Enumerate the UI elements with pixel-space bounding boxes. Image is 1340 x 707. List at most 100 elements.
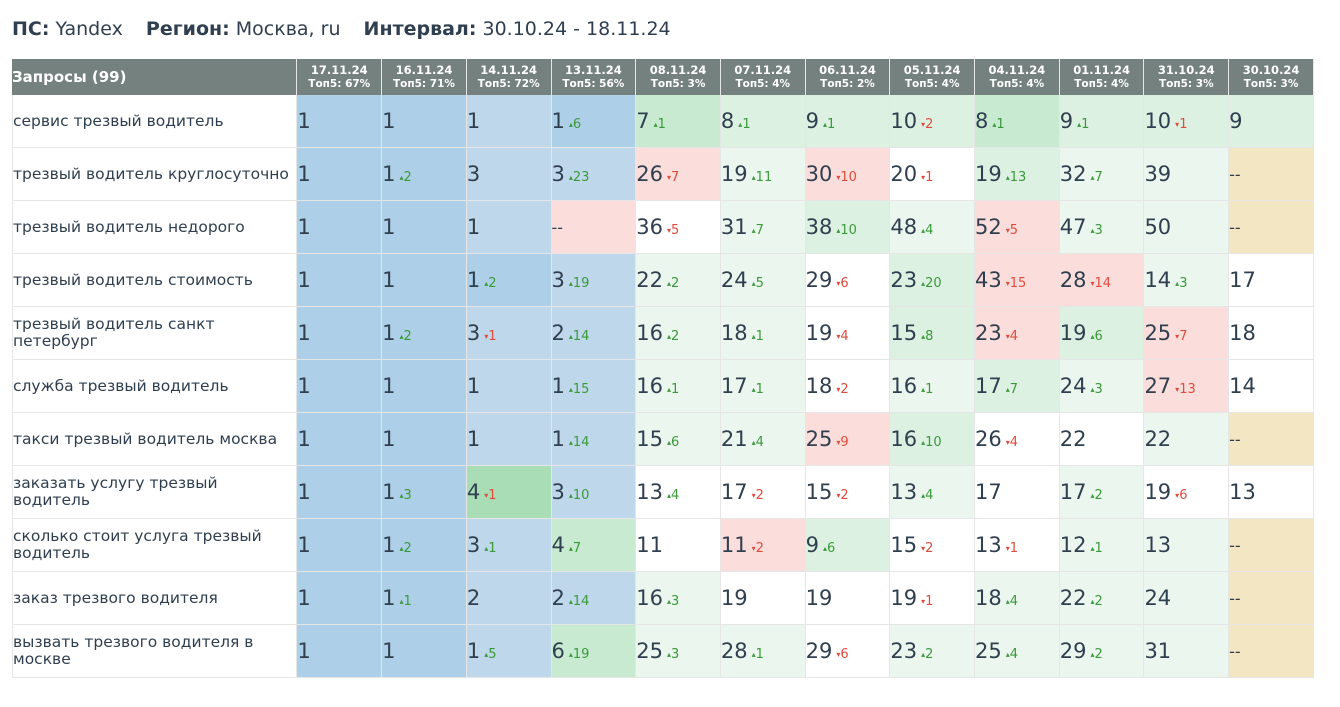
position-value: 1 xyxy=(551,109,565,133)
date-column-header[interactable]: 14.11.24 Топ5: 72% xyxy=(466,59,552,95)
arrow-down-icon: ▾ xyxy=(1175,385,1180,394)
query-cell[interactable]: заказ трезвого водителя xyxy=(12,572,298,625)
position-cell: 1 xyxy=(297,307,383,360)
position-value: 10 xyxy=(1144,109,1172,133)
position-up-delta: ▴1 xyxy=(992,117,1004,132)
delta-value: 1 xyxy=(755,647,764,662)
position-cell: 17 ▾2 xyxy=(720,466,806,519)
delta-value: 4 xyxy=(1009,647,1019,662)
position-cell: 15 ▾2 xyxy=(805,466,891,519)
delta-value: 1 xyxy=(488,488,497,503)
arrow-up-icon: ▴ xyxy=(992,120,997,129)
arrow-up-icon: ▴ xyxy=(1175,279,1180,288)
position-cell: 28 ▴1 xyxy=(720,625,806,678)
query-cell[interactable]: трезвый водитель круглосуточно xyxy=(12,148,298,201)
delta-value: 2 xyxy=(1094,594,1103,609)
position-cell: 18 xyxy=(1229,307,1314,360)
date-column-header[interactable]: 30.10.24 Топ5: 3% xyxy=(1229,59,1314,95)
position-value: 2 xyxy=(551,321,565,345)
date-column-header[interactable]: 01.11.24 Топ5: 4% xyxy=(1059,59,1145,95)
position-up-delta: ▴6 xyxy=(569,117,581,132)
position-cell: 13 xyxy=(1144,519,1230,572)
date-column-header[interactable]: 31.10.24 Топ5: 3% xyxy=(1144,59,1230,95)
interval-value: 30.10.24 - 18.11.24 xyxy=(482,18,671,40)
position-value: 1 xyxy=(297,586,311,610)
delta-value: 11 xyxy=(755,170,773,185)
delta-value: 4 xyxy=(1009,594,1019,609)
query-column-header[interactable]: Запросы (99) xyxy=(12,59,298,95)
date-column-header[interactable]: 07.11.24 Топ5: 4% xyxy=(720,59,806,95)
position-value: 3 xyxy=(551,268,565,292)
delta-value: 6 xyxy=(1094,329,1103,344)
query-cell[interactable]: служба трезвый водитель xyxy=(12,360,298,413)
table-row: трезвый водитель санкт петербург 1 1 ▴2 3 ▾1 2… xyxy=(12,307,1314,360)
position-cell: 19 ▴6 xyxy=(1059,307,1145,360)
arrow-down-icon: ▾ xyxy=(921,597,926,606)
delta-value: 7 xyxy=(670,170,680,185)
query-cell[interactable]: сколько стоит услуга трезвый водитель xyxy=(12,519,298,572)
query-cell[interactable]: вызвать трезвого водителя в москве xyxy=(12,625,298,678)
position-up-delta: ▴7 xyxy=(1090,170,1102,185)
date-column-header[interactable]: 13.11.24 Топ5: 56% xyxy=(551,59,637,95)
position-cell: 10 ▾2 xyxy=(890,95,976,148)
column-top5: Топ5: 67% xyxy=(308,78,371,90)
delta-value: 1 xyxy=(1009,541,1019,556)
date-column-header[interactable]: 17.11.24 Топ5: 67% xyxy=(297,59,383,95)
position-value: 17 xyxy=(975,374,1002,398)
position-cell: 1 ▴3 xyxy=(382,466,467,519)
position-up-delta: ▴4 xyxy=(921,488,933,503)
position-up-delta: ▴1 xyxy=(484,541,496,556)
arrow-up-icon: ▴ xyxy=(1005,173,1010,182)
arrow-up-icon: ▴ xyxy=(921,226,926,235)
table-row: трезвый водитель недорого 1 1 1 -- 36 ▾5 31 ▴7 38… xyxy=(12,201,1314,254)
arrow-up-icon: ▴ xyxy=(653,120,658,129)
arrow-down-icon: ▾ xyxy=(1175,332,1180,341)
position-value: 1 xyxy=(382,374,396,398)
date-column-header[interactable]: 08.11.24 Топ5: 3% xyxy=(636,59,721,95)
position-value: 26 xyxy=(636,162,663,186)
position-cell: 1 xyxy=(297,572,383,625)
position-value: 52 xyxy=(975,215,1002,239)
column-top5: Топ5: 3% xyxy=(1158,78,1214,90)
date-column-header[interactable]: 04.11.24 Топ5: 4% xyxy=(975,59,1060,95)
position-cell: 1 xyxy=(382,95,467,148)
position-value: 13 xyxy=(1229,480,1256,504)
position-cell: 7 ▴1 xyxy=(636,95,721,148)
date-column-header[interactable]: 16.11.24 Топ5: 71% xyxy=(382,59,467,95)
query-cell[interactable]: заказать услугу трезвый водитель xyxy=(12,466,298,519)
query-cell[interactable]: трезвый водитель санкт петербург xyxy=(12,307,298,360)
delta-value: 3 xyxy=(1179,276,1188,291)
position-cell: 20 ▾1 xyxy=(890,148,976,201)
delta-value: 2 xyxy=(925,647,934,662)
table-row: заказ трезвого водителя 1 1 ▴1 2 2 ▴14 16 ▴3 19 19… xyxy=(12,572,1314,625)
position-value: -- xyxy=(1229,535,1241,555)
position-value: 17 xyxy=(720,480,748,504)
arrow-up-icon: ▴ xyxy=(1090,491,1095,500)
delta-value: 10 xyxy=(840,223,857,238)
delta-value: 6 xyxy=(670,435,680,450)
query-cell[interactable]: такси трезвый водитель москва xyxy=(12,413,298,466)
position-cell: 1 xyxy=(297,625,383,678)
delta-value: 4 xyxy=(840,329,849,344)
position-up-delta: ▴1 xyxy=(752,329,764,344)
position-value: 47 xyxy=(1059,215,1087,239)
query-cell[interactable]: трезвый водитель стоимость xyxy=(12,254,298,307)
position-cell: 15 ▴6 xyxy=(636,413,721,466)
position-value: 39 xyxy=(1144,162,1172,186)
delta-value: 15 xyxy=(1009,276,1027,291)
query-cell[interactable]: трезвый водитель недорого xyxy=(12,201,298,254)
position-cell: 8 ▴1 xyxy=(975,95,1060,148)
delta-value: 2 xyxy=(840,488,849,503)
table-row: служба трезвый водитель 1 1 1 1 ▴15 16 ▴1 17 ▴1 18… xyxy=(12,360,1314,413)
position-cell: 24 xyxy=(1144,572,1230,625)
date-column-header[interactable]: 05.11.24 Топ5: 4% xyxy=(890,59,976,95)
query-cell[interactable]: сервис трезвый водитель xyxy=(12,95,298,148)
arrow-up-icon: ▴ xyxy=(568,385,573,394)
arrow-down-icon: ▾ xyxy=(836,438,841,447)
delta-value: 14 xyxy=(572,594,590,609)
position-value: 23 xyxy=(890,268,918,292)
date-column-header[interactable]: 06.11.24 Топ5: 2% xyxy=(805,59,891,95)
position-cell: 11 xyxy=(636,519,721,572)
column-top5: Топ5: 71% xyxy=(392,78,455,90)
column-top5: Топ5: 56% xyxy=(562,78,625,90)
